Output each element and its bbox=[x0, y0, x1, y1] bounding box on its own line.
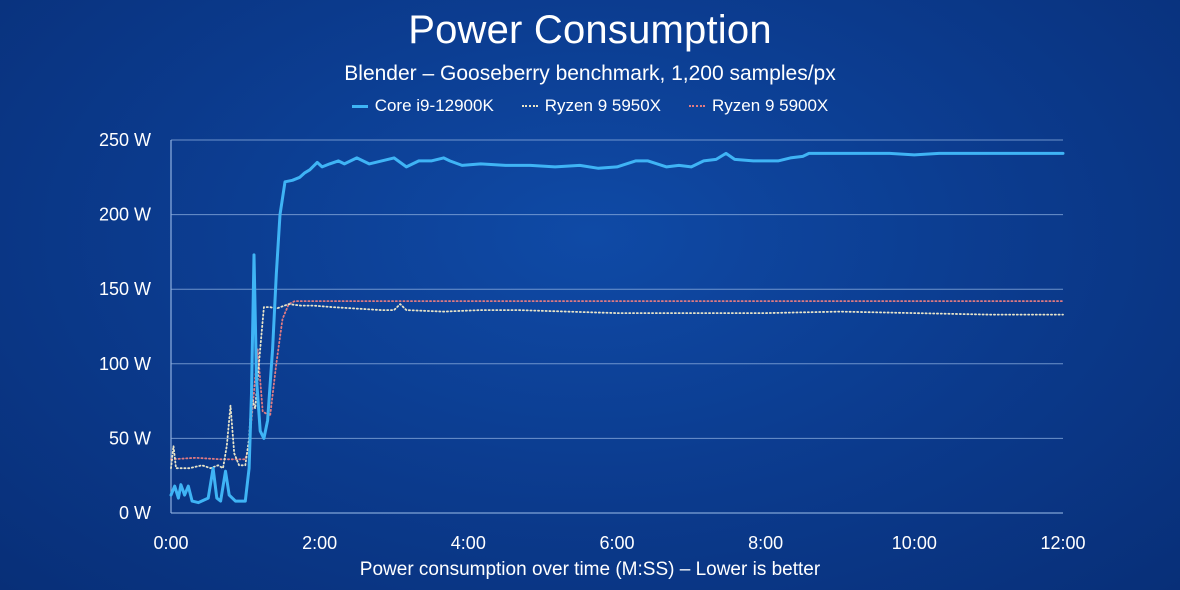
legend-label-ryzen-9-5900x: Ryzen 9 5900X bbox=[712, 96, 829, 115]
x-tick-label: 6:00 bbox=[599, 533, 634, 553]
legend-item-ryzen-9-5950x: Ryzen 9 5950X bbox=[521, 96, 662, 116]
y-tick-label: 150 W bbox=[99, 279, 151, 299]
chart-series bbox=[169, 151, 1065, 505]
legend-item-core-i9-12900k: Core i9-12900K bbox=[351, 96, 494, 116]
chart-subtitle: Blender – Gooseberry benchmark, 1,200 sa… bbox=[344, 62, 836, 85]
legend-swatch-ryzen-9-5900x bbox=[689, 105, 706, 107]
legend-label-ryzen-9-5950x: Ryzen 9 5950X bbox=[544, 96, 662, 115]
x-axis-ticks: 0:00 2:00 4:00 6:00 8:00 10:00 12:00 bbox=[153, 533, 1085, 553]
series-line-ryzen-9-5950x bbox=[170, 303, 1064, 470]
x-axis-label: Power consumption over time (M:SS) – Low… bbox=[359, 559, 821, 580]
y-tick-label: 100 W bbox=[99, 354, 151, 374]
series-line-ryzen-9-5900x bbox=[170, 300, 1064, 461]
y-tick-label: 0 W bbox=[119, 503, 151, 523]
legend-label-core-i9-12900k: Core i9-12900K bbox=[374, 96, 494, 115]
x-tick-label: 8:00 bbox=[748, 533, 783, 553]
chart-legend: Core i9-12900K Ryzen 9 5950X Ryzen 9 590… bbox=[0, 96, 1180, 116]
x-tick-label: 2:00 bbox=[302, 533, 337, 553]
x-tick-label: 0:00 bbox=[153, 533, 188, 553]
x-tick-label: 12:00 bbox=[1040, 533, 1085, 553]
chart-grid bbox=[170, 139, 1063, 514]
x-tick-label: 10:00 bbox=[892, 533, 937, 553]
chart-title: Power Consumption bbox=[408, 8, 772, 52]
x-tick-label: 4:00 bbox=[451, 533, 486, 553]
y-tick-label: 250 W bbox=[99, 130, 151, 150]
legend-item-ryzen-9-5900x: Ryzen 9 5900X bbox=[689, 96, 828, 116]
series-line-core-i9-12900k bbox=[169, 151, 1065, 505]
legend-swatch-core-i9-12900k bbox=[351, 104, 368, 108]
y-tick-label: 50 W bbox=[109, 428, 151, 448]
legend-swatch-ryzen-9-5950x bbox=[521, 105, 538, 107]
y-axis-ticks: 0 W 50 W 100 W 150 W 200 W 250 W bbox=[99, 130, 151, 523]
y-tick-label: 200 W bbox=[99, 205, 151, 225]
